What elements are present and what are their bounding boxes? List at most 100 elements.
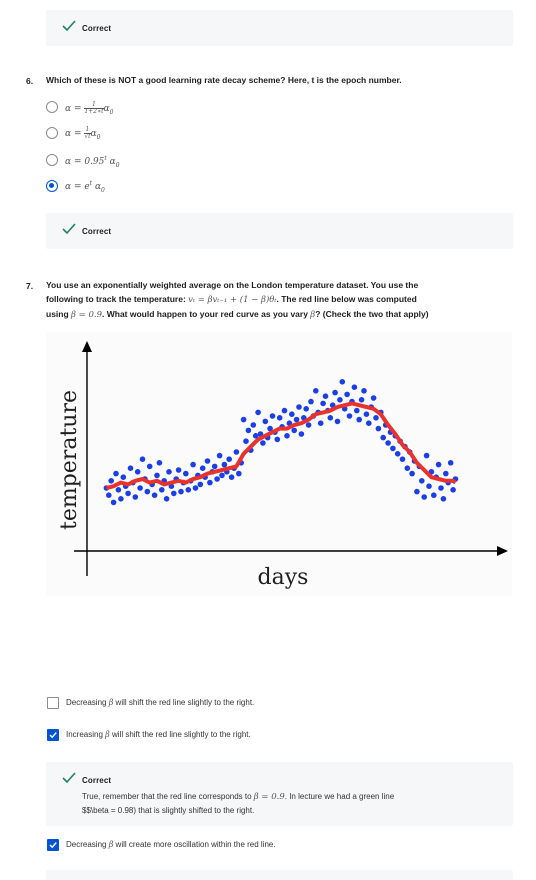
data-point — [163, 496, 170, 502]
data-point — [317, 420, 324, 426]
data-point — [354, 407, 360, 414]
q6-feedback: Correct — [46, 213, 513, 249]
data-point — [375, 425, 382, 432]
choice-fragment: will create more oscillation within the … — [113, 840, 276, 849]
data-point — [250, 422, 257, 428]
data-point — [303, 406, 310, 412]
feedback-title: Correct — [82, 227, 112, 236]
data-point — [291, 427, 297, 434]
ewa-line — [105, 401, 457, 490]
data-point — [269, 413, 276, 419]
data-point — [233, 449, 240, 455]
data-point — [289, 411, 295, 417]
data-point — [183, 470, 189, 477]
data-point — [127, 465, 134, 471]
data-point — [447, 460, 454, 466]
choice-fragment: will shift the red line slightly to the … — [113, 698, 255, 707]
data-point — [293, 416, 300, 423]
option-label-4: α = et α0 — [65, 180, 105, 194]
data-point — [366, 420, 372, 426]
x-axis-arrow — [497, 546, 508, 556]
radio-option-3[interactable] — [46, 154, 58, 166]
explanation-fragment: . In lecture we had a green line — [284, 792, 395, 801]
q7-feedback: Correct True, remember that the red line… — [46, 762, 513, 826]
x-axis-label: days — [258, 565, 309, 590]
math-formula: β — [108, 840, 114, 849]
checkbox-choice-2[interactable] — [47, 729, 59, 741]
radio-option-4[interactable] — [46, 180, 58, 192]
feedback-title: Correct — [82, 24, 112, 33]
data-point — [296, 404, 302, 410]
choice-label-2: Increasing β will shift the red line sli… — [66, 730, 251, 739]
question-line: following to track the temperature: vₜ =… — [46, 292, 506, 307]
data-point — [320, 400, 326, 407]
checkbox-choice-1[interactable] — [47, 697, 59, 709]
data-point — [118, 496, 124, 502]
data-point — [178, 488, 184, 495]
choice-label-3: Decreasing β will create more oscillatio… — [66, 840, 276, 849]
data-point — [221, 461, 228, 468]
data-point — [139, 456, 146, 462]
data-point — [125, 490, 131, 497]
math-formula: β = 0.9 — [71, 310, 102, 320]
question-line: using β = 0.9. What would happen to your… — [46, 307, 506, 322]
choice-fragment: will shift the red line slightly to the … — [109, 730, 251, 739]
math-formula: β — [310, 310, 316, 320]
data-point — [298, 431, 305, 437]
data-point — [313, 388, 319, 394]
y-axis-label: temperature — [57, 390, 82, 530]
data-point — [110, 499, 117, 506]
data-point — [327, 415, 334, 421]
data-point — [339, 379, 346, 385]
data-point — [419, 478, 425, 484]
data-point — [361, 388, 367, 394]
data-point — [175, 467, 182, 473]
data-point — [351, 384, 358, 390]
data-point — [159, 487, 165, 493]
check-icon — [62, 20, 76, 32]
choice-fragment: Increasing — [66, 730, 106, 739]
question-number: 7. — [26, 281, 34, 291]
data-point — [240, 416, 247, 423]
data-point — [305, 422, 312, 428]
data-point — [226, 456, 232, 462]
data-point — [284, 433, 290, 439]
question-line: You use an exponentially weighted averag… — [46, 280, 419, 290]
radio-option-1[interactable] — [46, 101, 58, 113]
data-point — [154, 472, 160, 479]
data-point — [236, 470, 242, 477]
data-point — [385, 440, 391, 446]
data-point — [394, 451, 401, 457]
data-point — [431, 492, 437, 498]
choice-label-1: Decreasing β will shift the red line sli… — [66, 698, 254, 707]
data-point — [137, 485, 143, 491]
question-fragment: using — [46, 309, 72, 319]
math-formula: β — [108, 698, 114, 707]
q7-next-feedback — [46, 870, 513, 880]
data-point — [322, 393, 329, 399]
data-point — [192, 485, 199, 491]
math-formula: β = 0.9 — [253, 792, 285, 802]
data-point — [440, 496, 447, 502]
data-point — [134, 469, 141, 475]
question-fragment: following to track the temperature: — [46, 294, 189, 304]
data-point — [171, 490, 177, 497]
data-point — [185, 487, 192, 493]
data-point — [190, 461, 196, 468]
data-point — [199, 465, 206, 471]
data-point — [132, 494, 139, 500]
check-icon — [62, 223, 76, 235]
feedback-title: Correct — [82, 776, 112, 785]
data-point — [399, 456, 406, 462]
check-icon — [62, 772, 76, 784]
data-point — [214, 476, 220, 482]
data-point — [380, 434, 387, 441]
data-point — [115, 487, 122, 493]
temperature-chart: days temperature — [46, 332, 512, 596]
question-fragment: . The red line below was computed — [276, 294, 417, 304]
data-point — [373, 415, 379, 421]
checkbox-choice-3[interactable] — [47, 839, 59, 851]
data-point — [146, 463, 153, 470]
data-point — [108, 478, 114, 484]
radio-option-2[interactable] — [46, 127, 58, 139]
